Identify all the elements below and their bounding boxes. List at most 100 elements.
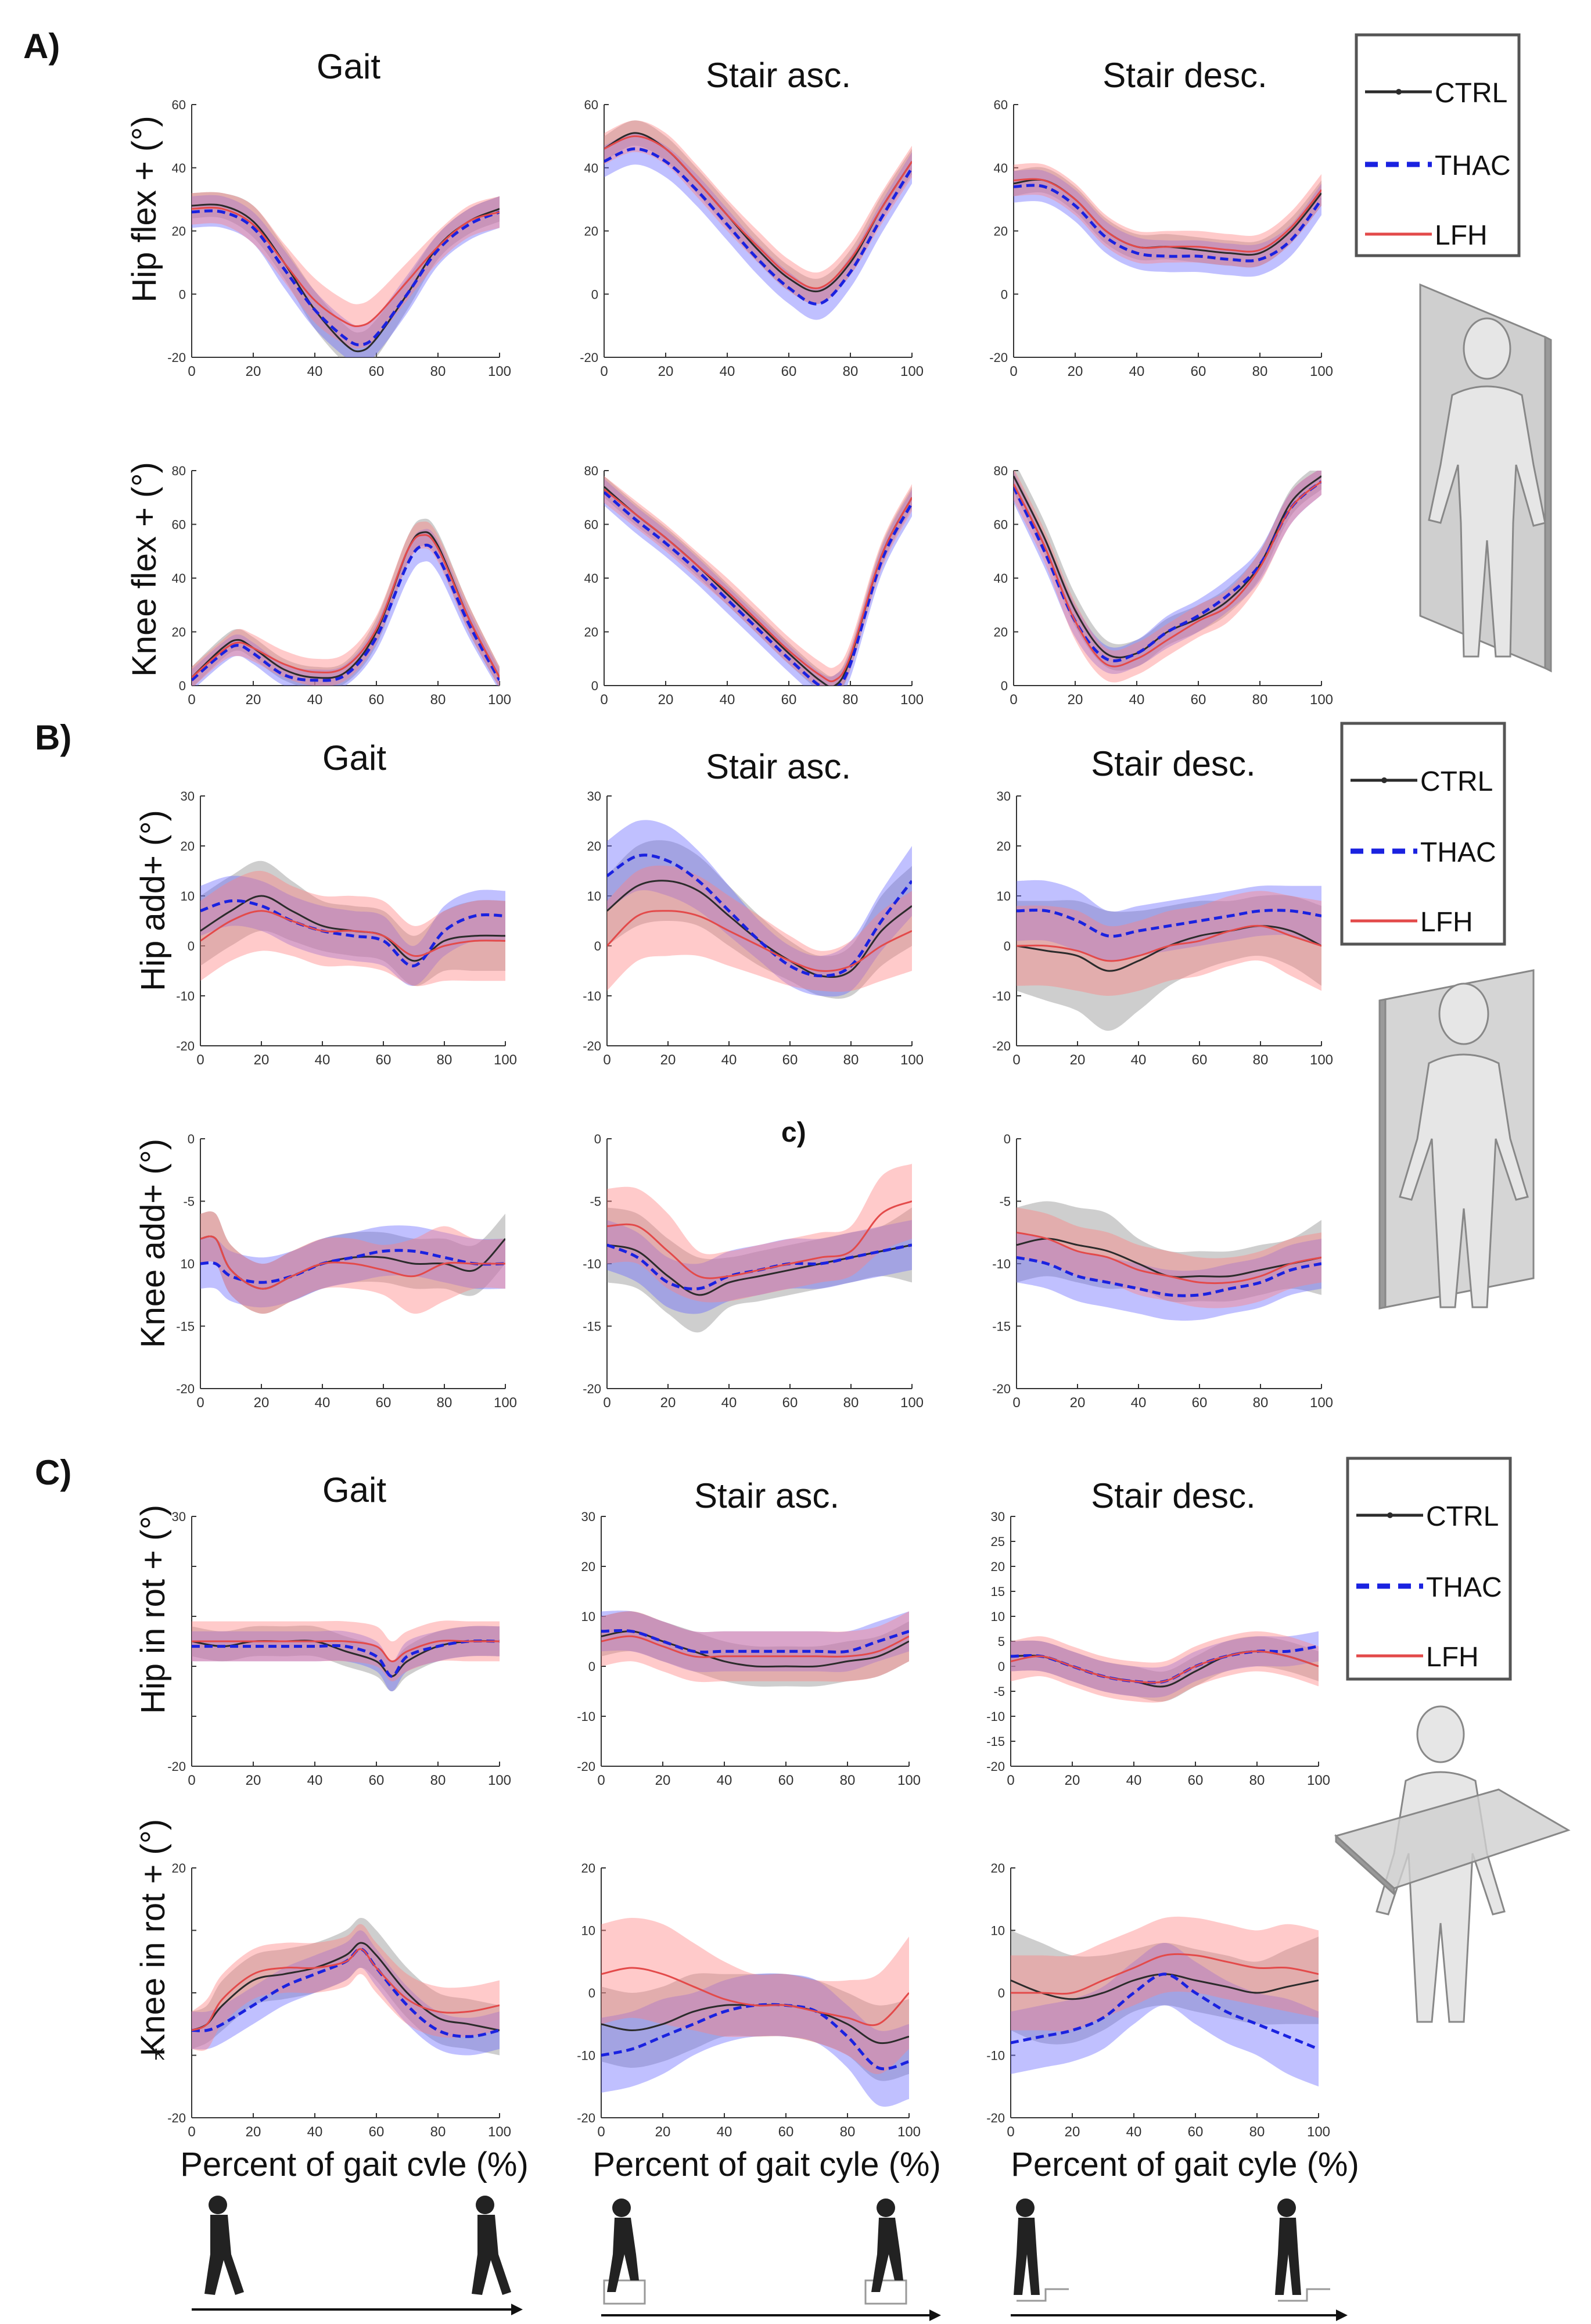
x-tick-label: 20 <box>246 364 261 379</box>
y-tick-label: -10 <box>176 989 195 1003</box>
x-tick-label: 60 <box>369 2124 385 2140</box>
x-tick-label: 100 <box>488 2124 511 2140</box>
y-tick-label: 25 <box>991 1534 1005 1549</box>
climber-start <box>607 2199 639 2292</box>
x-tick-label: 100 <box>1310 364 1333 379</box>
y-tick-label: -20 <box>580 350 598 365</box>
y-tick-label: 0 <box>998 1986 1005 2000</box>
descender-start <box>1014 2199 1040 2295</box>
plot-area <box>192 1620 500 1691</box>
y-tick-label: 20 <box>584 625 598 640</box>
y-tick-label: 30 <box>991 1509 1005 1524</box>
y-tick-label: 80 <box>994 464 1008 478</box>
y-tick-label: 40 <box>994 571 1008 586</box>
ylabel-hip-in-rot: Hip in rot + (°) <box>134 1505 172 1714</box>
sd-band-ctrl <box>192 192 500 357</box>
y-tick-label: 10 <box>581 1609 595 1624</box>
x-tick-label: 0 <box>188 364 195 379</box>
y-tick-label: -10 <box>583 989 601 1003</box>
x-tick-label: 20 <box>1070 1052 1086 1068</box>
x-tick-label: 40 <box>1131 1395 1147 1411</box>
legend-b: CTRL THAC LFH <box>1340 722 1506 946</box>
x-tick-label: 80 <box>1252 692 1268 708</box>
section-label-c: C) <box>35 1453 71 1492</box>
y-tick-label: -20 <box>992 1039 1011 1053</box>
sd-band-thac <box>1017 880 1321 961</box>
sd-band-lfh <box>1017 891 1321 996</box>
sd-band-lfh <box>1014 163 1321 268</box>
x-tick-label: 0 <box>1007 1773 1014 1788</box>
stray-annotation: c) <box>781 1117 806 1148</box>
sd-band-lfh <box>601 1611 909 1683</box>
plot-area <box>604 476 912 686</box>
mean-line-thac <box>1011 1972 1319 2051</box>
y-tick-label: 60 <box>584 98 598 112</box>
x-tick-label: 80 <box>430 1773 446 1788</box>
mean-line-lfh <box>604 489 912 683</box>
x-tick-label: 100 <box>1310 692 1333 708</box>
x-tick-label: 40 <box>307 2124 323 2140</box>
sd-band-thac <box>601 1973 909 2107</box>
gait-illustration <box>192 2196 523 2315</box>
chart-C-knee-gait: 0 20 40 60 80 100 -20 20 <box>167 1861 511 2140</box>
y-tick-label: 40 <box>584 571 598 586</box>
x-tick-label: 20 <box>254 1052 270 1068</box>
x-tick-label: 0 <box>196 1052 204 1068</box>
x-tick-label: 40 <box>721 1395 737 1411</box>
sd-band-lfh <box>192 192 500 349</box>
y-tick-label: 0 <box>1004 939 1011 953</box>
x-tick-label: 20 <box>254 1395 270 1411</box>
mean-line-lfh <box>200 1235 505 1290</box>
section-label-a: A) <box>23 27 60 66</box>
chart-B-hip-gait: 0 20 40 60 80 100 -20 -10 0 10 20 30 <box>176 789 517 1068</box>
x-tick-label: 100 <box>1310 1395 1333 1411</box>
x-tick-label: 60 <box>1192 1052 1208 1068</box>
y-tick-label: -20 <box>577 1759 595 1774</box>
y-tick-label: 20 <box>587 839 601 853</box>
y-tick-label: -10 <box>986 1709 1005 1724</box>
y-tick-label: 0 <box>188 939 195 953</box>
y-tick-label: 20 <box>991 1559 1005 1574</box>
title-b-stair-asc: Stair asc. <box>706 747 851 786</box>
y-tick-label: 40 <box>994 161 1008 175</box>
xlabel-stair-asc: Percent of gait cyle (%) <box>592 2146 941 2183</box>
x-tick-label: 60 <box>778 2124 794 2140</box>
sd-band-lfh <box>601 1918 909 2074</box>
y-tick-label: 0 <box>1001 287 1008 302</box>
sd-band-lfh <box>200 1211 505 1314</box>
ylabel-knee-in-rot: Knee in rot + (°) <box>134 1819 172 2056</box>
x-tick-label: 100 <box>1310 1052 1333 1068</box>
x-tick-label: 80 <box>437 1052 452 1068</box>
y-tick-label: -20 <box>167 2111 186 2125</box>
mean-line-thac <box>200 1249 505 1284</box>
sd-band-lfh <box>607 865 912 992</box>
mean-line-thac <box>607 853 912 978</box>
mean-line-lfh <box>604 135 912 289</box>
title-b-gait: Gait <box>322 738 386 777</box>
chart-C-knee-desc: 0 20 40 60 80 100 -20 -10 0 10 20 <box>986 1861 1330 2140</box>
chart-B-hip-asc: 0 20 40 60 80 100 -20 -10 0 10 20 30 <box>583 789 924 1068</box>
sd-band-thac <box>192 1626 500 1691</box>
sd-band-ctrl <box>200 860 505 987</box>
y-tick-label: -5 <box>590 1195 601 1209</box>
x-tick-label: 0 <box>603 1395 610 1411</box>
plot-area <box>1011 1631 1319 1703</box>
mean-line-lfh <box>192 206 500 328</box>
y-tick-label: -10 <box>583 1257 601 1271</box>
y-tick-label: 60 <box>584 518 598 532</box>
x-tick-label: 40 <box>717 1773 732 1788</box>
chart-C-hip-gait: 0 20 40 60 80 100 -20 30 <box>167 1509 511 1788</box>
sd-band-ctrl <box>604 120 912 304</box>
mean-line-lfh <box>192 1640 500 1662</box>
y-tick-label: 60 <box>994 518 1008 532</box>
legend-b-thac: THAC <box>1420 837 1496 868</box>
legend-c-ctrl: CTRL <box>1426 1501 1499 1532</box>
walker-start <box>204 2196 244 2295</box>
sagittal-plane-illustration <box>1419 283 1552 673</box>
y-tick-label: 15 <box>991 1584 1005 1599</box>
y-tick-label: -20 <box>583 1039 601 1053</box>
y-tick-label: -20 <box>167 1759 186 1774</box>
chart-B-knee-asc: 0 20 40 60 80 100 -20 -15 -10 -5 0 <box>583 1132 924 1411</box>
